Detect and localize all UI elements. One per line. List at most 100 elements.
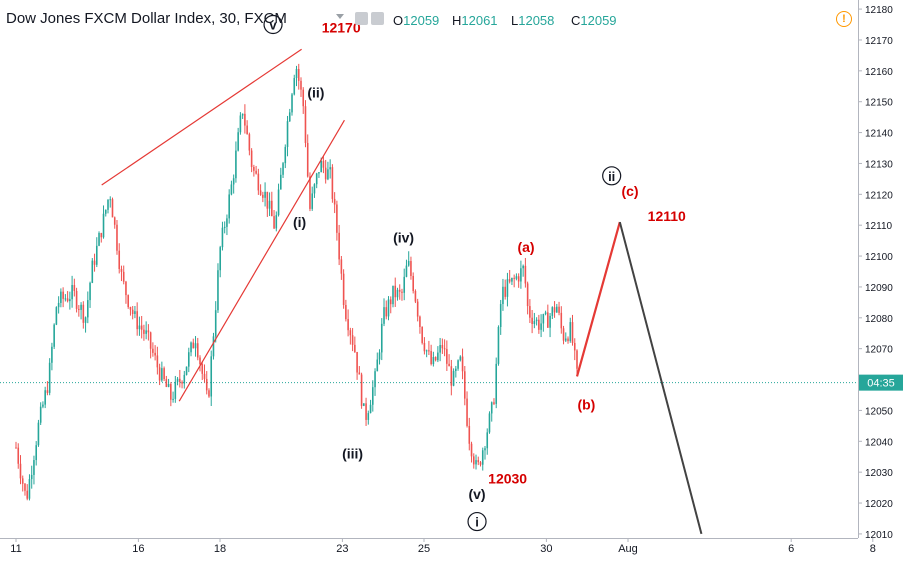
candle-body [237,132,239,151]
candle-body [217,270,219,311]
candle-body [93,260,96,265]
candle-body [522,265,524,269]
candle-body [262,194,264,198]
current-price-tag-label: 04:35 [867,378,895,390]
candle-body [73,285,76,291]
price-tick-label: 12090 [865,283,893,294]
candle-body [271,200,273,217]
candle-body [235,150,237,179]
wave-label: i [475,515,479,530]
candle-body [149,332,152,349]
candle-body [44,390,46,405]
candle-body [264,191,266,198]
candle-body [524,265,527,284]
candle-body [376,359,379,372]
candle-body [313,184,316,194]
candle-body [464,371,466,399]
price-tick-label: 12100 [865,252,893,263]
candle-body [82,304,85,323]
eye-icon[interactable] [371,12,384,25]
candle-body [573,342,576,351]
candle-body [69,299,71,302]
candle-body [129,307,132,310]
candle-body [564,338,567,341]
candle-body [452,370,455,386]
candle-body [477,460,480,463]
candle-body [439,345,441,353]
candle-body [165,379,168,387]
chevron-down-icon[interactable] [336,14,344,19]
candle-body [363,403,365,406]
candle-body [472,456,475,465]
candle-body [304,106,307,143]
candle-body [551,307,554,316]
price-tick-label: 12170 [865,36,893,47]
candle-body [407,261,410,266]
candle-body [320,160,322,173]
candle-body [410,261,412,276]
time-tick-label: 23 [336,543,348,555]
candle-body [495,363,498,404]
candle-body [466,398,468,426]
price-tick-label: 12020 [865,499,893,510]
candle-body [479,462,482,465]
candle-body [513,277,515,279]
candle-body [345,304,347,320]
candle-body [297,68,300,81]
wave-label-circle [263,14,283,35]
candle-body [277,189,280,216]
wave-label: (c) [621,183,638,199]
candle-body [138,325,141,330]
alert-icon[interactable]: ! [836,11,852,27]
projection-down-leg [618,221,703,535]
candle-body [28,479,31,499]
candle-body [484,448,486,451]
candle-body [71,285,73,300]
candle-body [111,199,114,218]
candle-body [378,352,381,360]
candle-body [443,348,446,350]
price-tick-label: 12040 [865,437,893,448]
candle-body [529,306,531,318]
candle-body [520,268,522,282]
candle-body [257,173,260,191]
candle-body [255,170,257,174]
candle-body [329,167,331,170]
candle-body [322,160,325,168]
candle-body [508,279,511,282]
candle-body [62,291,64,299]
candle-body [461,356,464,372]
candle-body [457,360,459,369]
candle-body [109,199,112,201]
time-tick-label: 30 [540,543,552,555]
candle-body [170,384,172,400]
candle-body [338,232,340,260]
candle-body [282,163,284,175]
candle-body [315,173,318,185]
candle-body [369,404,372,414]
candle-body [437,352,439,361]
candle-body [544,312,547,315]
ohlc-high: H12061 [452,13,498,28]
candle-body [84,317,87,323]
candle-body [567,338,569,342]
wave-label: (v) [468,486,485,502]
candle-body [486,432,489,449]
candle-body [324,167,327,180]
candle-body [392,285,394,305]
candle-body [78,308,80,310]
candle-body [286,121,289,147]
candle-body [571,322,574,343]
price-tick-label: 12140 [865,129,893,140]
candle-body [33,460,35,475]
candle-body [349,330,352,336]
wave-label: (ii) [307,84,324,100]
wave-label: 12110 [648,208,686,224]
settings-icon[interactable] [355,12,368,25]
candle-body [389,299,392,305]
current-price-tag [859,374,903,391]
candle-body [336,204,338,233]
wave-label: ii [608,169,615,184]
